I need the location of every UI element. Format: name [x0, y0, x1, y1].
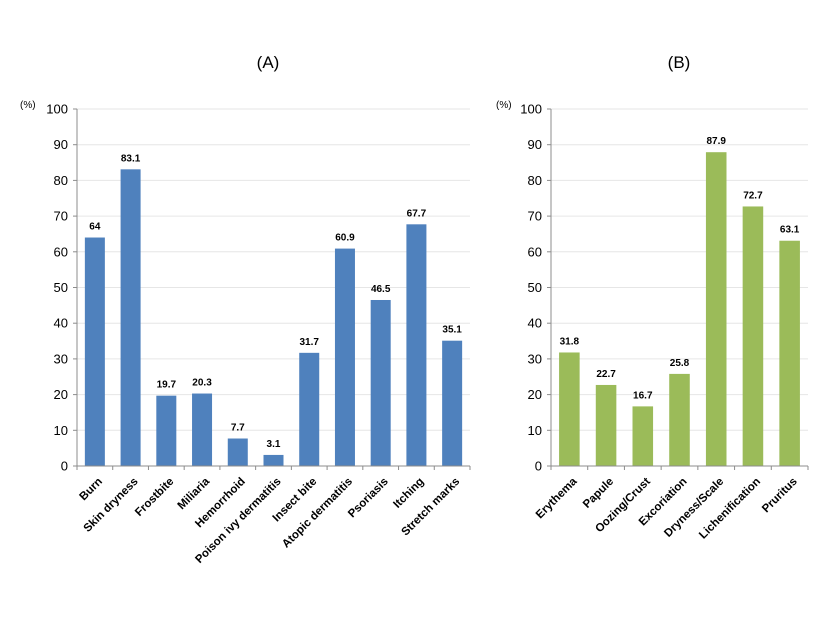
data-label: 60.9: [335, 233, 355, 244]
data-label: 22.7: [596, 369, 616, 380]
bar: [559, 352, 580, 466]
bar: [442, 340, 463, 466]
data-label: 20.3: [192, 378, 212, 389]
x-tick-label: Erythema: [534, 475, 580, 521]
y-tick-label: 70: [528, 209, 542, 224]
data-label: 63.1: [780, 225, 800, 236]
bar: [299, 352, 320, 466]
bar: [334, 248, 355, 466]
y-tick-label: 90: [54, 137, 68, 152]
x-tick-label: Itching: [391, 476, 426, 511]
y-tick-label: 30: [54, 351, 68, 366]
data-label: 19.7: [157, 380, 177, 391]
data-label: 46.5: [371, 284, 391, 295]
y-tick-label: 40: [528, 316, 542, 331]
y-tick-label: 10: [528, 423, 542, 438]
bar: [406, 224, 427, 466]
y-axis-unit-label: (%): [20, 100, 36, 111]
bar: [705, 152, 727, 466]
bar: [669, 373, 690, 466]
y-tick-label: 100: [46, 102, 68, 117]
bar: [120, 169, 141, 466]
bar: [632, 406, 654, 466]
x-tick-label: Papule: [581, 476, 616, 511]
y-tick-label: 50: [54, 280, 68, 295]
y-tick-label: 80: [528, 173, 542, 188]
y-tick-label: 60: [54, 244, 68, 259]
y-tick-label: 20: [54, 387, 68, 402]
data-label: 72.7: [743, 190, 763, 201]
y-tick-label: 60: [528, 244, 542, 259]
bar: [742, 206, 764, 466]
y-tick-label: 10: [54, 423, 68, 438]
y-tick-label: 50: [528, 280, 542, 295]
chart-title-b: (B): [668, 53, 691, 72]
bar: [595, 384, 617, 466]
y-tick-label: 70: [54, 209, 68, 224]
data-label: 3.1: [267, 439, 281, 450]
y-tick-label: 30: [528, 351, 542, 366]
y-axis-unit-label: (%): [496, 100, 512, 111]
data-label: 16.7: [633, 390, 653, 401]
bar: [227, 438, 248, 466]
y-tick-label: 0: [61, 459, 68, 474]
y-tick-label: 100: [520, 102, 542, 117]
bar: [84, 237, 105, 466]
data-label: 31.8: [560, 336, 580, 347]
data-label: 67.7: [407, 208, 427, 219]
y-tick-label: 80: [54, 173, 68, 188]
data-label: 64: [89, 222, 101, 233]
bar: [263, 454, 284, 466]
chart-panel-a: (A)0102030405060708090100(%)64Burn83.1Sk…: [20, 53, 471, 566]
x-tick-label: Frostbite: [133, 476, 176, 519]
bar: [156, 395, 177, 466]
x-tick-label: Atopic dermatitis: [280, 476, 355, 551]
bar: [779, 240, 800, 466]
y-tick-label: 20: [528, 387, 542, 402]
data-label: 7.7: [231, 423, 245, 434]
data-label: 83.1: [121, 153, 141, 164]
y-tick-label: 40: [54, 316, 68, 331]
y-tick-label: 90: [528, 137, 542, 152]
x-tick-label: Burn: [78, 476, 105, 503]
data-label: 31.7: [299, 337, 319, 348]
data-label: 87.9: [706, 136, 726, 147]
y-tick-label: 0: [535, 459, 542, 474]
data-label: 25.8: [670, 358, 690, 369]
x-tick-label: Pruritus: [760, 476, 800, 516]
data-label: 35.1: [442, 325, 462, 336]
chart-title-a: (A): [257, 53, 280, 72]
bar: [192, 393, 213, 466]
chart-panel-b: (B) 0 10 20 30 40 50 60 70 80 90 100 (%) 31.8 Erythema…: [496, 53, 809, 542]
bar: [370, 299, 391, 466]
